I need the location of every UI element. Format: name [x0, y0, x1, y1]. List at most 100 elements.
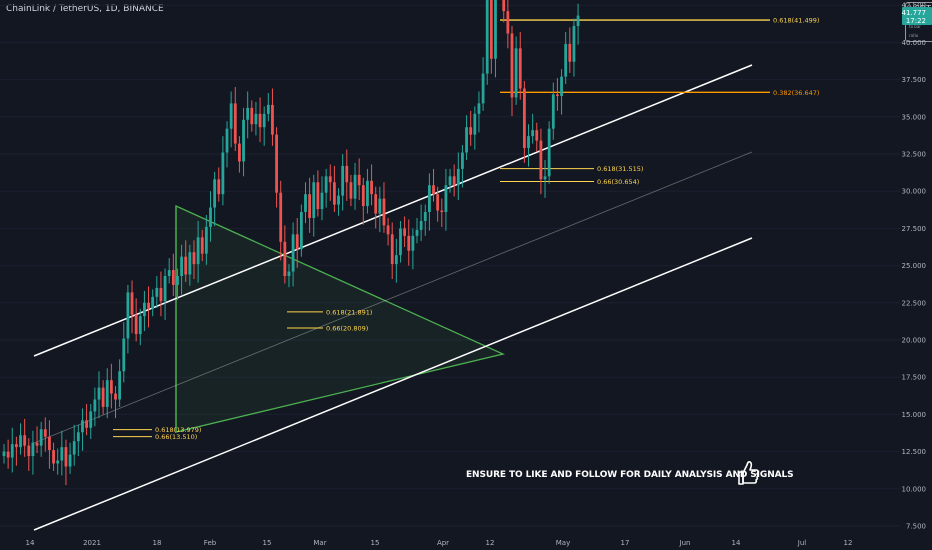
candle-body	[349, 182, 353, 199]
countdown-label: 17:22	[906, 17, 926, 25]
candle-body	[250, 107, 254, 125]
fib-level-label: 0.618(41.499)	[773, 17, 819, 25]
candle-body	[262, 113, 266, 128]
candle-body	[60, 447, 64, 461]
fib-level-label: 0.618(21.891)	[326, 308, 372, 316]
candle-body	[204, 226, 208, 254]
candle-body	[85, 420, 88, 428]
y-tick-label: 12.500	[902, 448, 927, 456]
candle-body	[461, 152, 464, 169]
y-tick-label: 40.000	[902, 39, 927, 47]
candle-body	[378, 198, 382, 214]
candle-body	[572, 26, 576, 62]
candle-body	[386, 225, 390, 235]
candle-body	[448, 176, 452, 186]
candle-body	[382, 198, 386, 226]
last-price-label: 41.777	[902, 9, 927, 17]
x-tick-label: 2021	[83, 539, 101, 547]
candle-body	[180, 256, 183, 277]
candle-body	[465, 127, 468, 153]
candle-body	[97, 387, 101, 400]
candle-body	[527, 136, 530, 149]
channel-lower-line	[33, 237, 753, 531]
candle-body	[481, 73, 485, 104]
x-tick-label: 14	[26, 539, 35, 547]
candle-body	[52, 450, 55, 464]
candle-body	[308, 194, 312, 218]
candle-body	[271, 104, 274, 135]
candle-body	[68, 454, 72, 467]
candle-body	[547, 128, 551, 177]
fib-level-label: 0.66(13.510)	[155, 433, 197, 441]
candle-body	[320, 192, 324, 210]
candle-body	[531, 130, 535, 137]
candle-body	[316, 182, 320, 210]
candle-body	[2, 451, 6, 457]
y-tick-label: 25.000	[902, 262, 927, 270]
candle-body	[229, 103, 233, 129]
x-tick-label: Feb	[204, 539, 217, 547]
candle-body	[473, 113, 477, 135]
candle-body	[76, 432, 80, 442]
candle-body	[419, 220, 423, 230]
candle-body	[14, 444, 18, 448]
candle-body	[109, 380, 113, 394]
candle-body	[209, 207, 212, 227]
thumbs-up-icon	[736, 458, 760, 486]
candle-body	[163, 276, 167, 302]
candle-body	[295, 234, 299, 250]
candle-body	[130, 292, 134, 315]
y-tick-label: 30.000	[902, 188, 927, 196]
candle-body	[122, 338, 126, 372]
y-tick-label: 15.000	[902, 411, 927, 419]
candle-body	[374, 194, 378, 214]
candle-body	[324, 176, 328, 193]
y-tick-label: 35.000	[902, 113, 927, 121]
candle-body	[312, 182, 316, 218]
candle-body	[366, 180, 369, 207]
candle-body	[539, 140, 543, 180]
candle-body	[171, 270, 175, 285]
candle-body	[43, 429, 47, 437]
fib-level-label: 0.382(36.647)	[773, 89, 819, 97]
candle-body	[518, 48, 522, 89]
y-tick-label: 17.500	[902, 374, 927, 382]
x-tick-label: 18	[153, 539, 162, 547]
candle-body	[485, 0, 489, 74]
candle-body	[423, 212, 427, 221]
x-tick-label: 17	[621, 539, 630, 547]
candle-body	[254, 113, 258, 125]
candle-body	[337, 195, 340, 205]
candle-body	[176, 276, 179, 285]
candle-body	[568, 43, 572, 62]
candle-body	[279, 192, 283, 242]
candle-body	[89, 411, 93, 428]
candle-body	[489, 0, 493, 59]
candle-body	[287, 271, 291, 277]
candle-body	[407, 235, 411, 251]
candle-body	[564, 43, 568, 77]
candle-body	[341, 165, 345, 196]
candle-body	[399, 228, 402, 256]
candle-body	[196, 237, 200, 265]
last-price-badge	[902, 6, 932, 25]
candle-body	[6, 451, 10, 458]
y-tick-label: 27.500	[902, 225, 927, 233]
candle-body	[283, 241, 287, 277]
candle-body	[440, 210, 444, 213]
candle-body	[56, 460, 60, 464]
candle-body	[151, 296, 155, 309]
follow-callout-text: ENSURE TO LIKE AND FOLLOW FOR DAILY ANAL…	[466, 470, 794, 480]
candle-body	[353, 174, 357, 199]
candle-body	[242, 119, 245, 162]
candle-body	[138, 316, 142, 335]
x-tick-label: Mar	[313, 539, 326, 547]
candle-body	[291, 234, 295, 272]
candle-body	[266, 104, 270, 114]
y-tick-label: 37.500	[902, 76, 927, 84]
candle-body	[411, 235, 415, 251]
x-tick-label: 12	[844, 539, 853, 547]
candle-body	[502, 0, 506, 12]
fib-level-label: 0.66(30.654)	[597, 178, 639, 186]
